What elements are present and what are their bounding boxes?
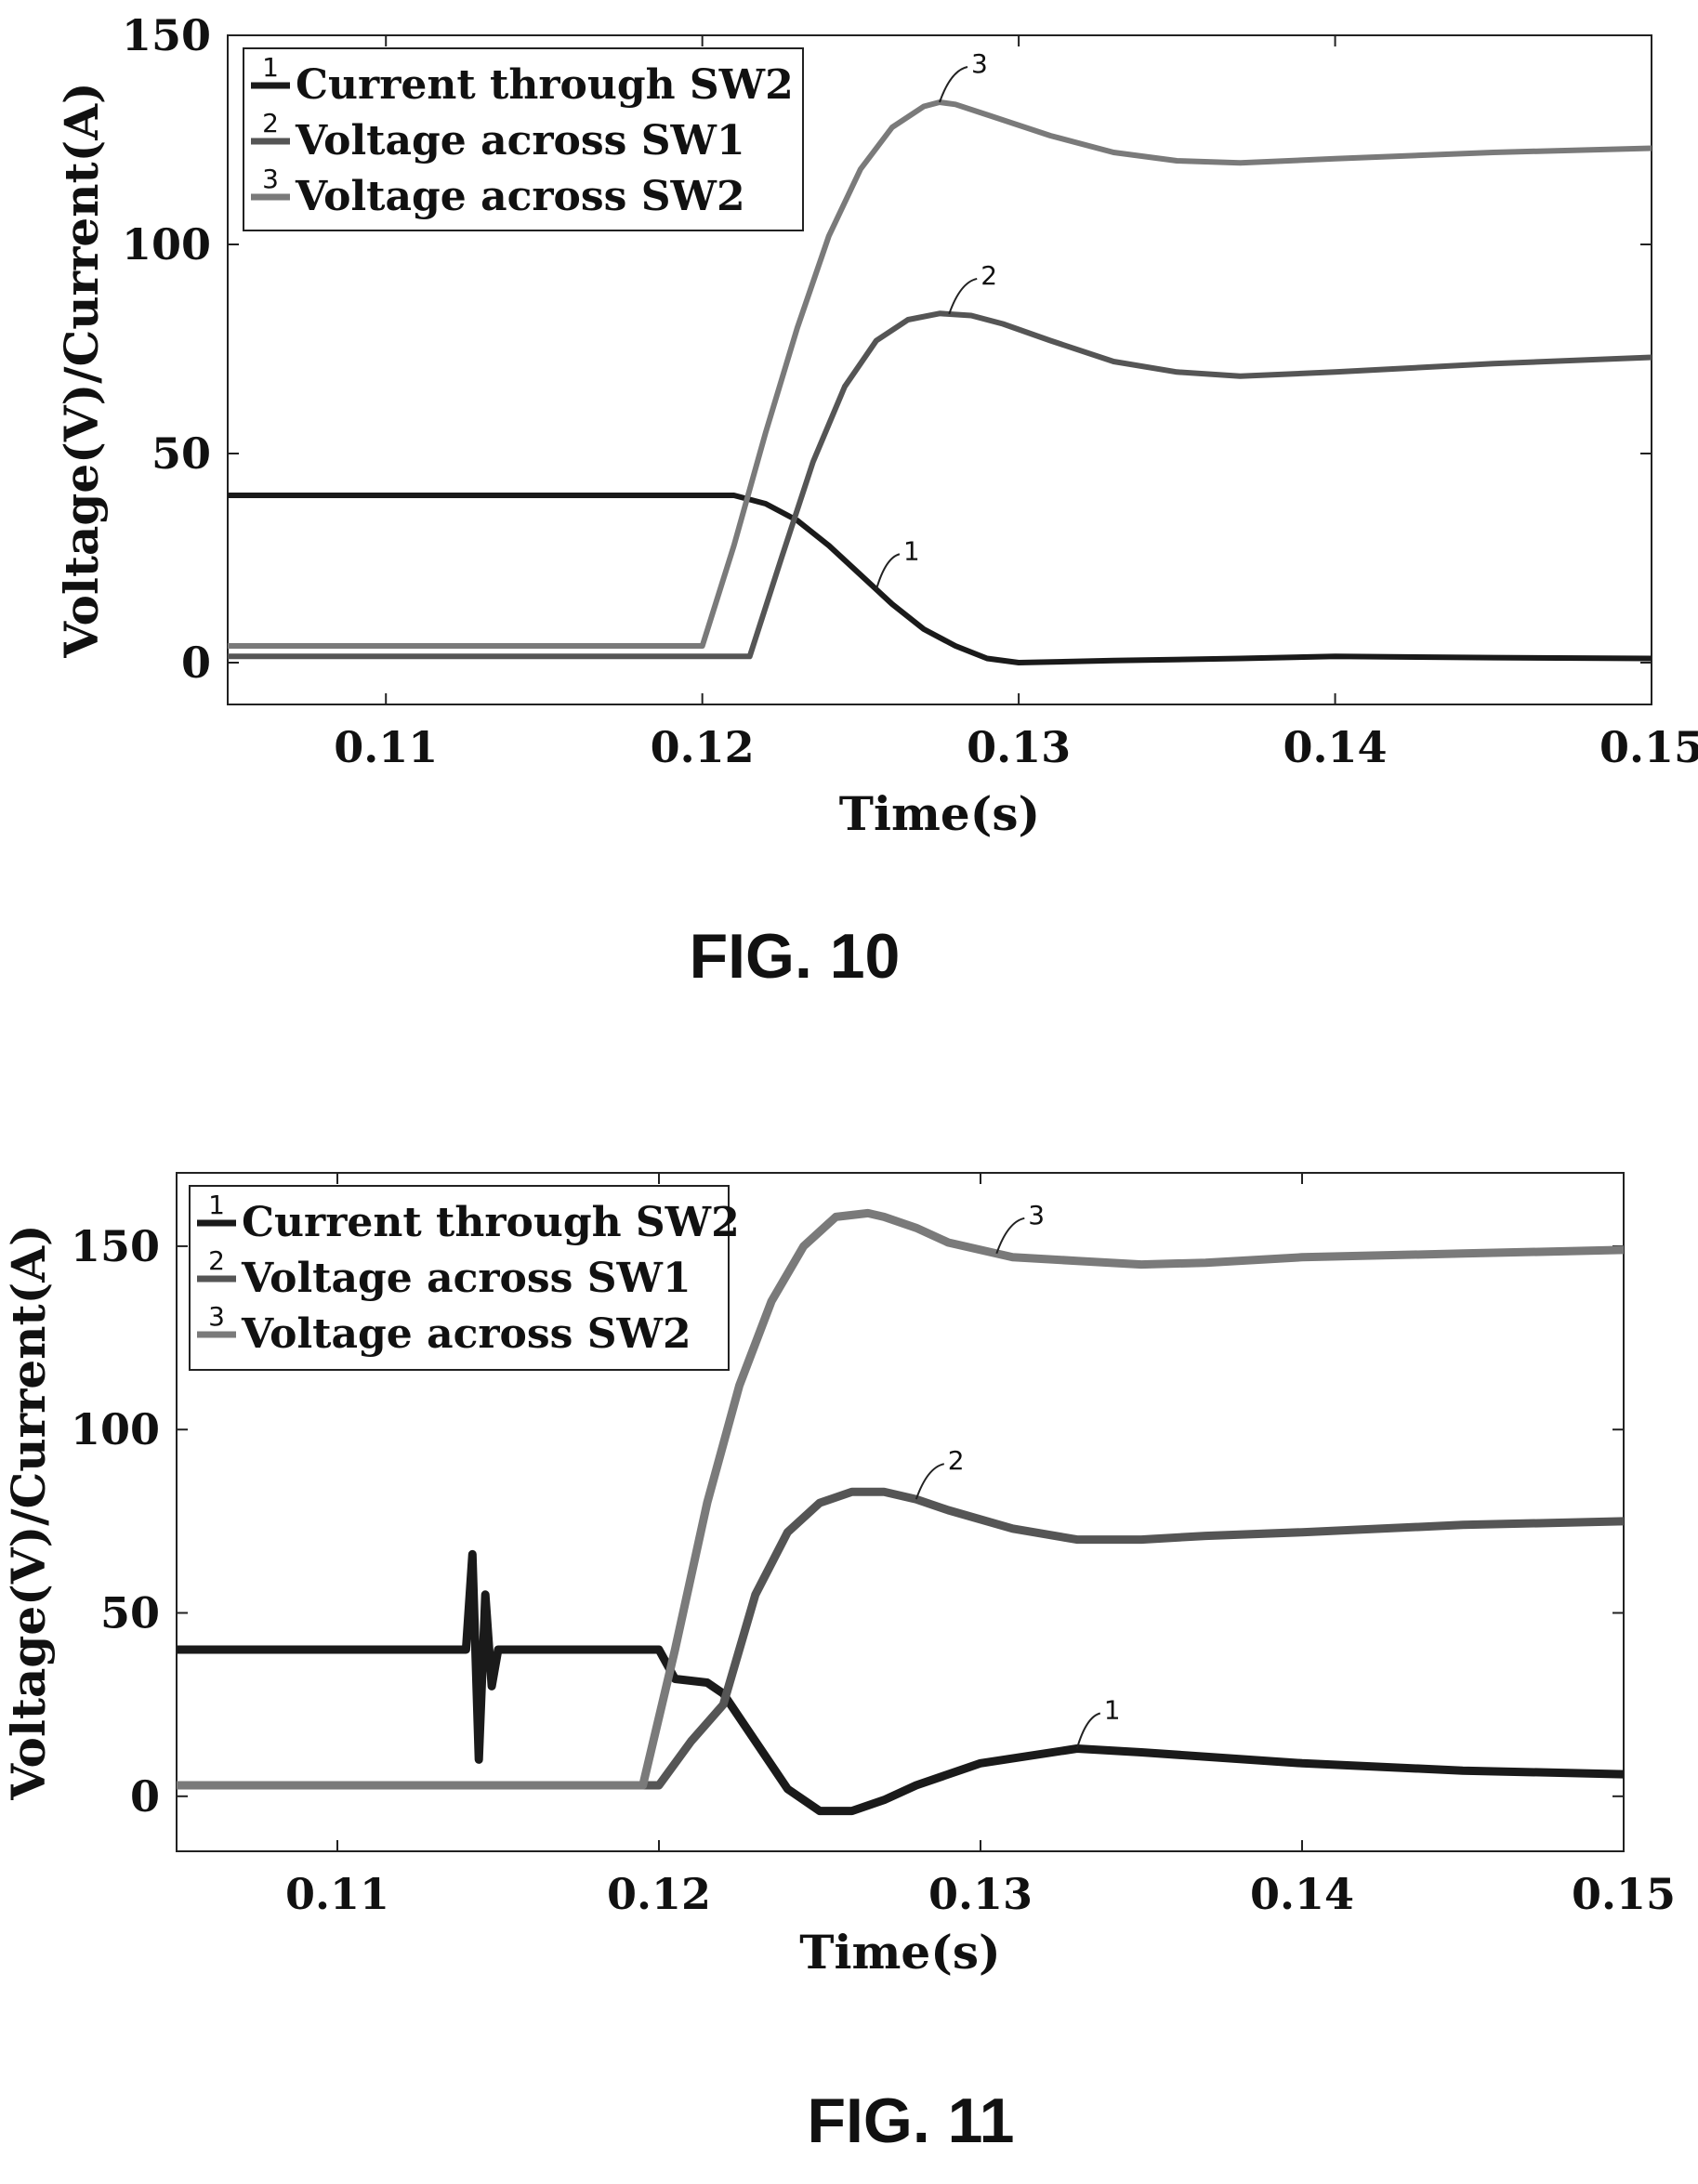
series-line-3 xyxy=(177,1208,1624,1790)
legend-entry: Current through SW2 xyxy=(242,1199,740,1246)
legend-marker-number: 3 xyxy=(208,1301,225,1332)
series-marker-label: 1 xyxy=(1104,1695,1121,1726)
series-marker-label: 3 xyxy=(971,48,988,79)
x-tick-label: 0.13 xyxy=(967,722,1071,772)
legend-marker-number: 2 xyxy=(262,108,279,138)
figure-11-caption: FIG. 11 xyxy=(808,2085,1015,2156)
legend-marker-number: 3 xyxy=(262,164,279,194)
x-tick-label: 0.13 xyxy=(928,1869,1033,1919)
legend-entry: Voltage across SW2 xyxy=(241,1310,691,1358)
legend-box xyxy=(189,1185,730,1371)
legend-marker-number: 1 xyxy=(262,52,279,83)
y-tick-label: 50 xyxy=(151,428,211,479)
x-tick-label: 0.12 xyxy=(607,1869,711,1919)
x-axis-title: Time(s) xyxy=(799,1925,1000,1980)
series-marker-label: 2 xyxy=(981,260,997,291)
plot-frame xyxy=(227,34,1652,705)
figure-10-caption: FIG. 10 xyxy=(690,921,901,992)
series-marker-leader xyxy=(875,553,901,590)
series-line-1 xyxy=(177,1549,1624,1816)
y-tick-label: 0 xyxy=(130,1771,160,1822)
y-tick-label: 100 xyxy=(71,1404,160,1454)
series-marker-leader xyxy=(1075,1712,1101,1749)
x-tick-label: 0.12 xyxy=(651,722,755,772)
x-tick-label: 0.15 xyxy=(1572,1869,1676,1919)
x-tick-label: 0.14 xyxy=(1283,722,1388,772)
chart-fig-10: 0.11 0.12 0.13 0.14 0.15 0 50 100 150 Time(s) Volt… xyxy=(54,10,1698,841)
series-marker-leader xyxy=(948,277,978,315)
legend-box xyxy=(243,47,804,231)
plot-frame xyxy=(176,1172,1625,1852)
y-tick-label: 100 xyxy=(122,219,211,270)
y-axis-title: Voltage(V)/Current(A) xyxy=(1,1224,56,1800)
x-tick-label: 0.11 xyxy=(285,1869,389,1919)
legend-marker-number: 1 xyxy=(208,1190,225,1220)
y-tick-label: 0 xyxy=(181,638,211,688)
x-tick-label: 0.14 xyxy=(1250,1869,1354,1919)
x-axis-title: Time(s) xyxy=(839,786,1040,841)
series-line-2 xyxy=(228,310,1652,660)
x-tick-label: 0.15 xyxy=(1599,722,1698,772)
series-line-2 xyxy=(177,1487,1624,1790)
series-line-1 xyxy=(228,493,1652,665)
legend-entry: Voltage across SW1 xyxy=(295,117,745,164)
legend-entry: Voltage across SW1 xyxy=(241,1255,691,1302)
series-marker-label: 3 xyxy=(1028,1200,1045,1230)
series-marker-leader xyxy=(915,1463,945,1500)
series-marker-leader xyxy=(995,1217,1025,1255)
series-marker-label: 2 xyxy=(948,1445,965,1476)
legend-entry: Voltage across SW2 xyxy=(295,173,745,220)
y-tick-label: 150 xyxy=(71,1221,160,1271)
y-tick-label: 150 xyxy=(122,10,211,60)
legend-entry: Current through SW2 xyxy=(296,61,794,109)
y-axis-title: Voltage(V)/Current(A) xyxy=(54,82,109,658)
legend-marker-number: 2 xyxy=(208,1245,225,1276)
chart-fig-11: 0.11 0.12 0.13 0.14 0.15 0 50 100 150 Time(s) Volt… xyxy=(1,1172,1676,1980)
y-tick-label: 50 xyxy=(100,1588,160,1638)
series-marker-label: 1 xyxy=(903,535,920,566)
series-marker-leader xyxy=(939,66,968,103)
x-tick-label: 0.11 xyxy=(334,722,438,772)
